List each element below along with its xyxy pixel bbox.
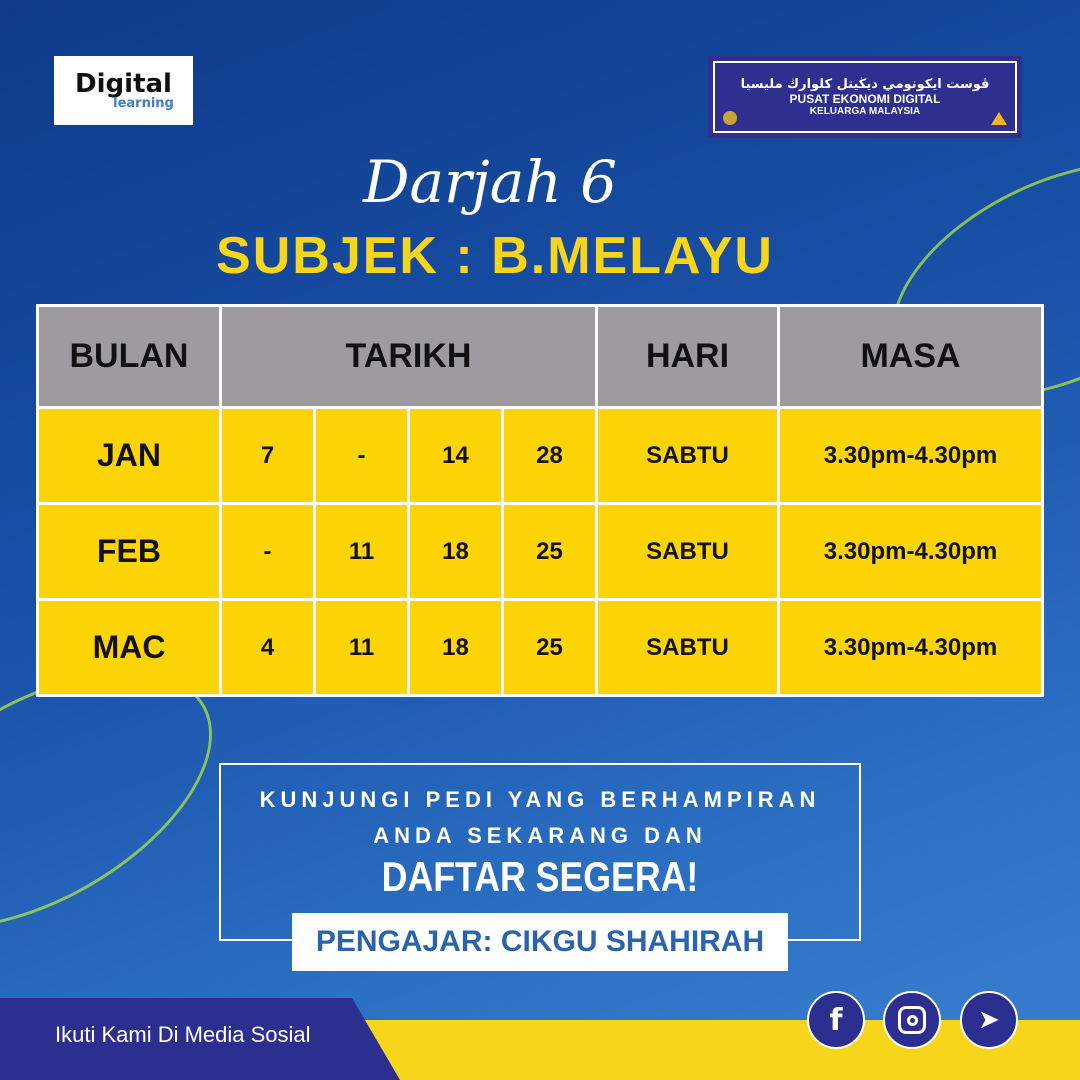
facebook-icon[interactable]: f (807, 991, 865, 1049)
table-row: FEB - 11 18 25 SABTU 3.30pm-4.30pm (36, 502, 1044, 601)
header-masa: MASA (777, 304, 1044, 409)
header-bulan: BULAN (36, 304, 222, 409)
subject-heading: SUBJEK : B.MELAYU (216, 227, 774, 285)
social-bar (0, 998, 400, 1080)
page-title: Darjah 6 (362, 148, 618, 216)
table-header-row: BULAN TARIKH HARI MASA (36, 304, 1044, 409)
social-label: Ikuti Kami Di Media Sosial (55, 1022, 311, 1047)
malaysia-crest-icon (723, 111, 737, 125)
pedi-triangle-icon (991, 112, 1007, 125)
table-row: JAN 7 - 14 28 SABTU 3.30pm-4.30pm (36, 406, 1044, 505)
header-tarikh: TARIKH (219, 304, 598, 409)
digital-learning-logo: Digital learning (54, 56, 193, 125)
instagram-icon[interactable] (883, 991, 941, 1049)
call-to-action-box: KUNJUNGI PEDI YANG BERHAMPIRAN ANDA SEKA… (219, 763, 861, 941)
schedule-table: BULAN TARIKH HARI MASA JAN 7 - 14 28 SAB… (36, 304, 1044, 697)
table-row: MAC 4 11 18 25 SABTU 3.30pm-4.30pm (36, 598, 1044, 697)
telegram-icon[interactable]: ➤ (960, 991, 1018, 1049)
pedi-logo: ڤوست ايكونومي ديڬيتل كلوارڬ مليسيا PUSAT… (708, 56, 1022, 138)
header-hari: HARI (595, 304, 780, 409)
teacher-label: PENGAJAR: CIKGU SHAHIRAH (292, 913, 788, 971)
